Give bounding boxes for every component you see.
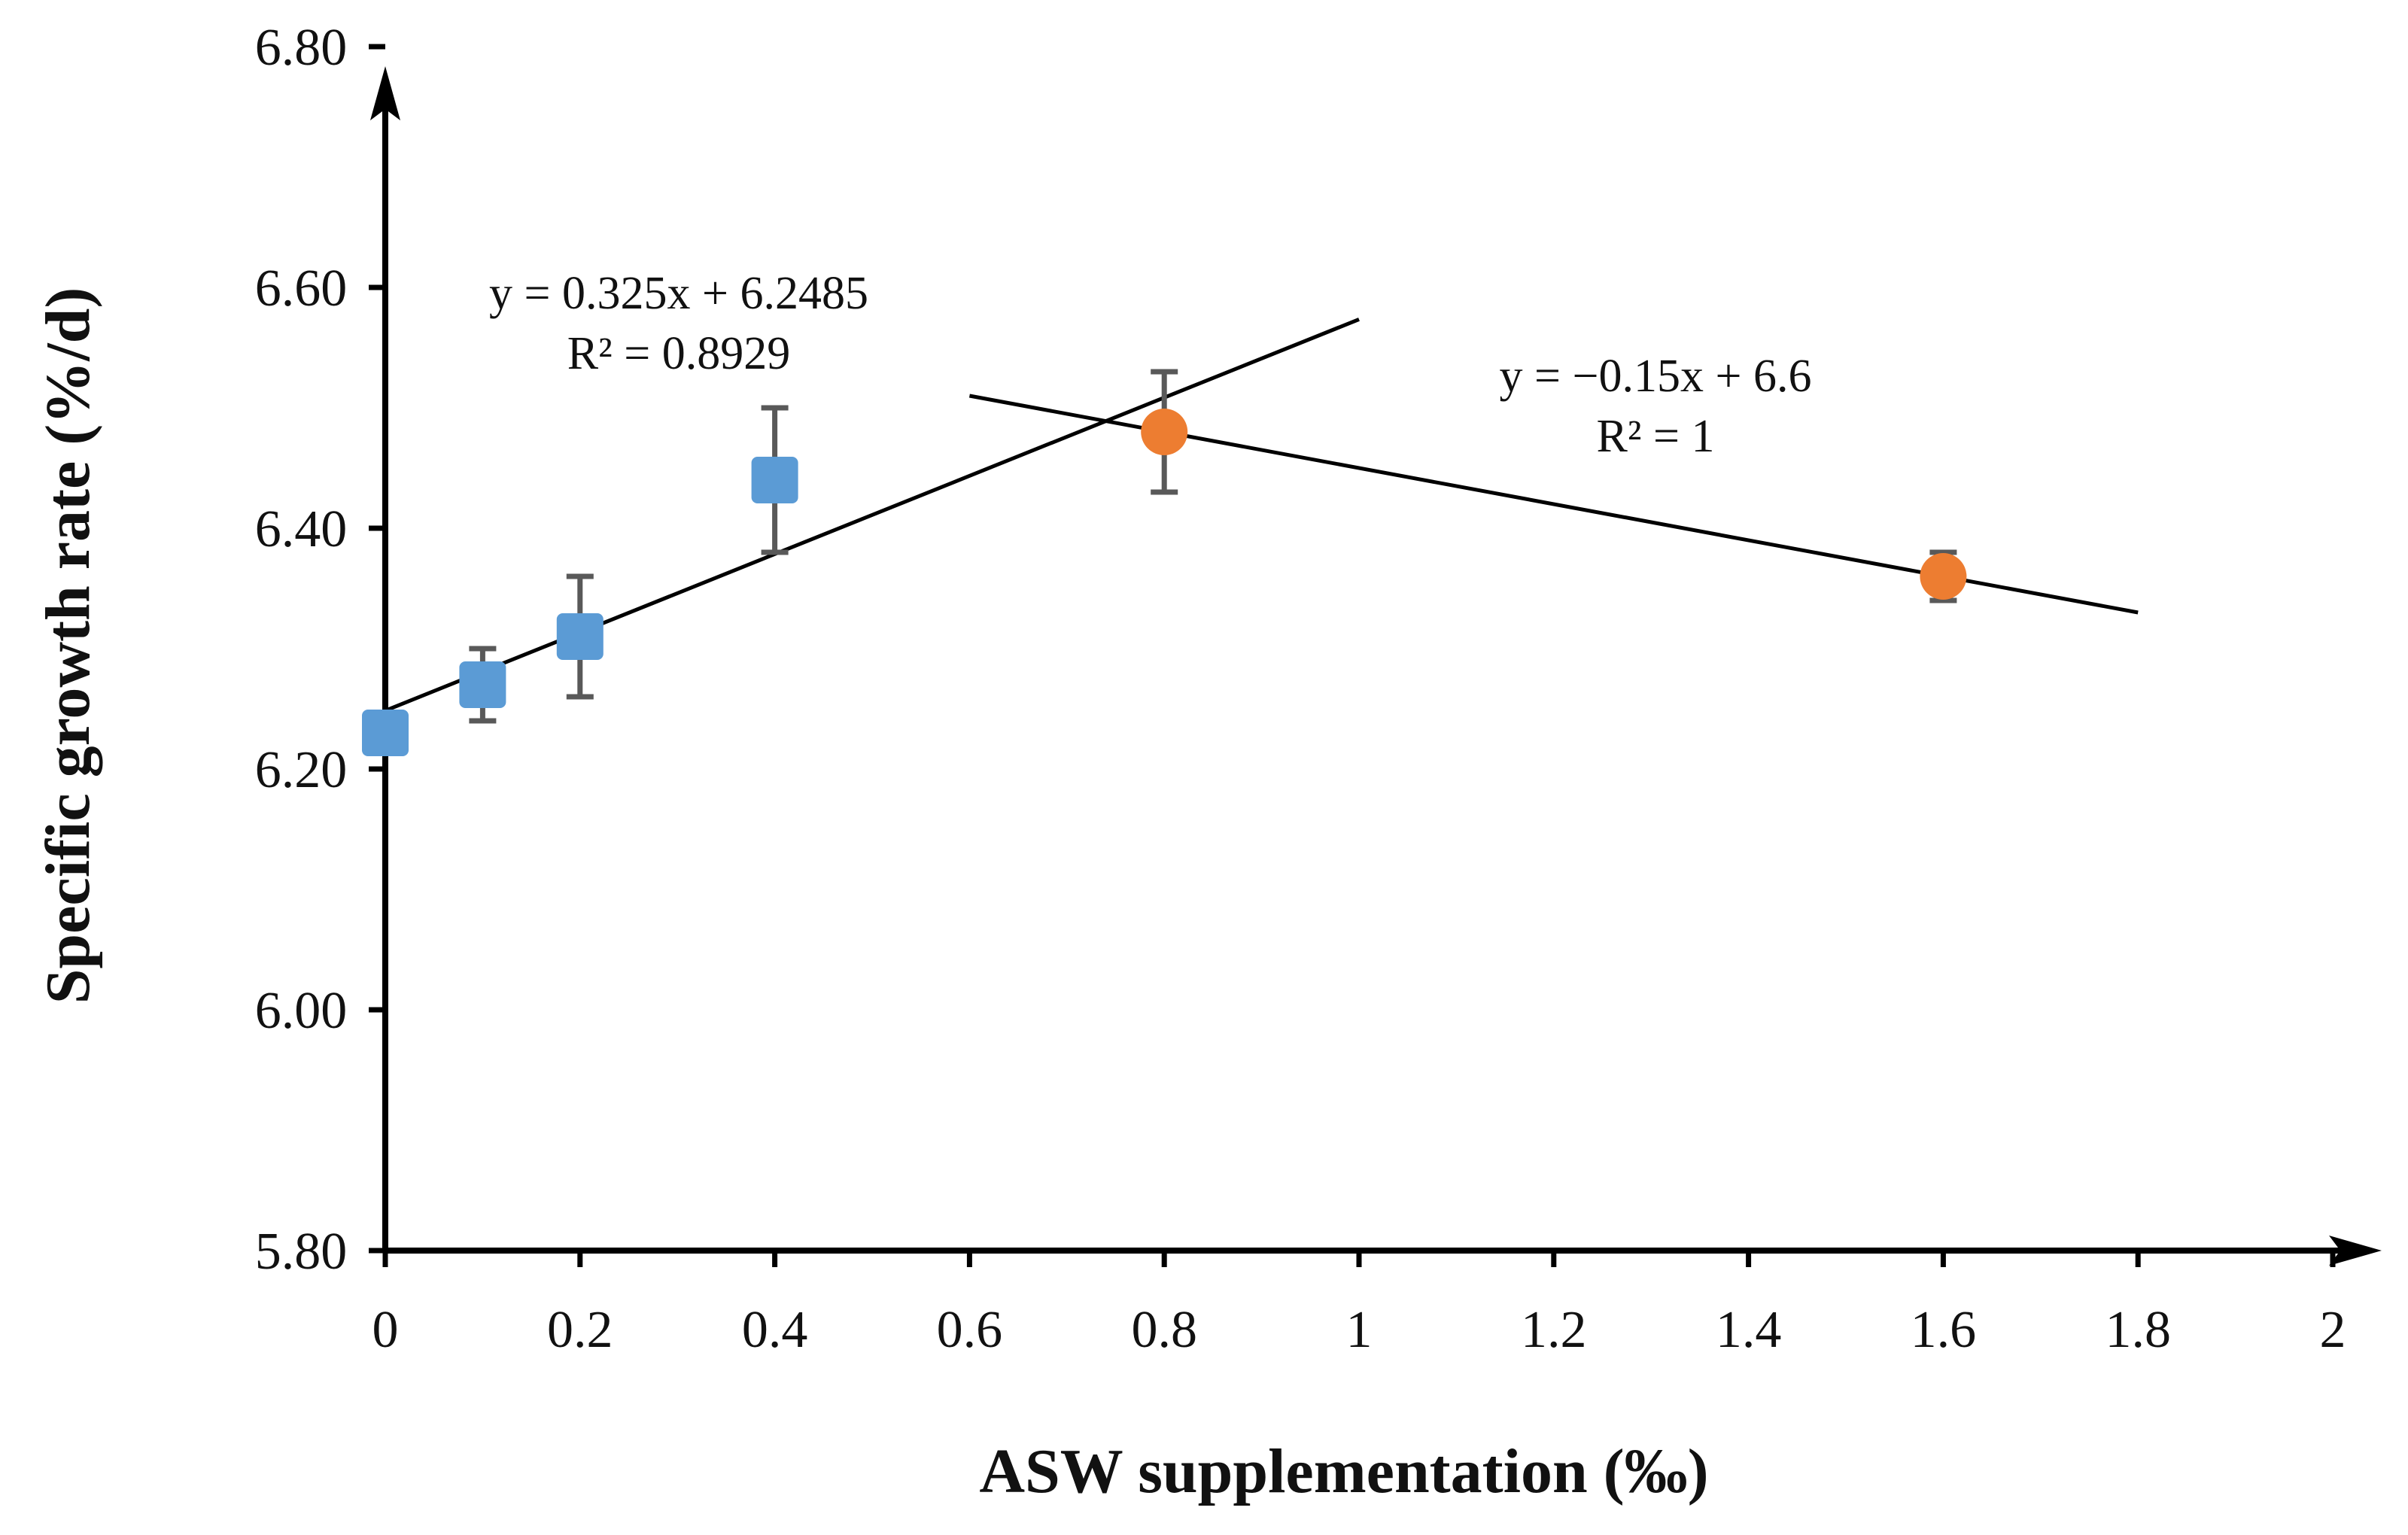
y-tick-label: 6.60 [255,260,348,318]
y-tick-label: 6.20 [255,741,348,799]
y-axis-title: Specific growth rate (%/d) [33,287,103,1005]
x-tick-label: 0.6 [937,1301,1003,1359]
data-point-circle [1920,553,1967,600]
x-tick-label: 0.2 [547,1301,613,1359]
x-axis-arrow-icon [2329,1236,2382,1266]
x-axis-title: ASW supplementation (‰) [979,1436,1708,1506]
x-tick-label: 0 [372,1301,399,1359]
trendline-r2: R² = 1 [1597,411,1715,462]
data-point-square [751,457,798,503]
error-bars [469,369,1957,724]
y-tick-label: 6.80 [255,19,348,77]
data-point-square [362,710,409,756]
x-tick-label: 1.2 [1521,1301,1587,1359]
data-point-square [459,661,506,708]
data-point-circle [1141,409,1188,455]
y-axis-arrow-icon [370,66,400,120]
x-tick-label: 1 [1346,1301,1373,1359]
trendline-r2: R² = 0.8929 [567,328,790,379]
data-points [362,409,1967,756]
x-tick-label: 2 [2320,1301,2346,1359]
trendline-equation: y = 0.325x + 6.2485 [489,268,868,319]
axes [369,44,2382,1267]
x-tick-label: 1.8 [2105,1301,2171,1359]
trendline-1 [385,318,1360,713]
data-point-square [556,613,604,660]
x-tick-label: 0.8 [1131,1301,1197,1359]
y-tick-label: 5.80 [255,1223,348,1281]
trendline-equation: y = −0.15x + 6.6 [1500,351,1812,402]
y-tick-label: 6.40 [255,500,348,558]
x-tick-label: 0.4 [742,1301,808,1359]
x-tick-label: 1.6 [1911,1301,1977,1359]
y-tick-label: 6.00 [255,982,348,1040]
labels: 0 0.2 0.4 0.6 0.8 1 1.2 1.4 1.6 1.8 2 5.80 6.00 6.20 6… [33,19,2346,1506]
x-tick-label: 1.4 [1716,1301,1782,1359]
